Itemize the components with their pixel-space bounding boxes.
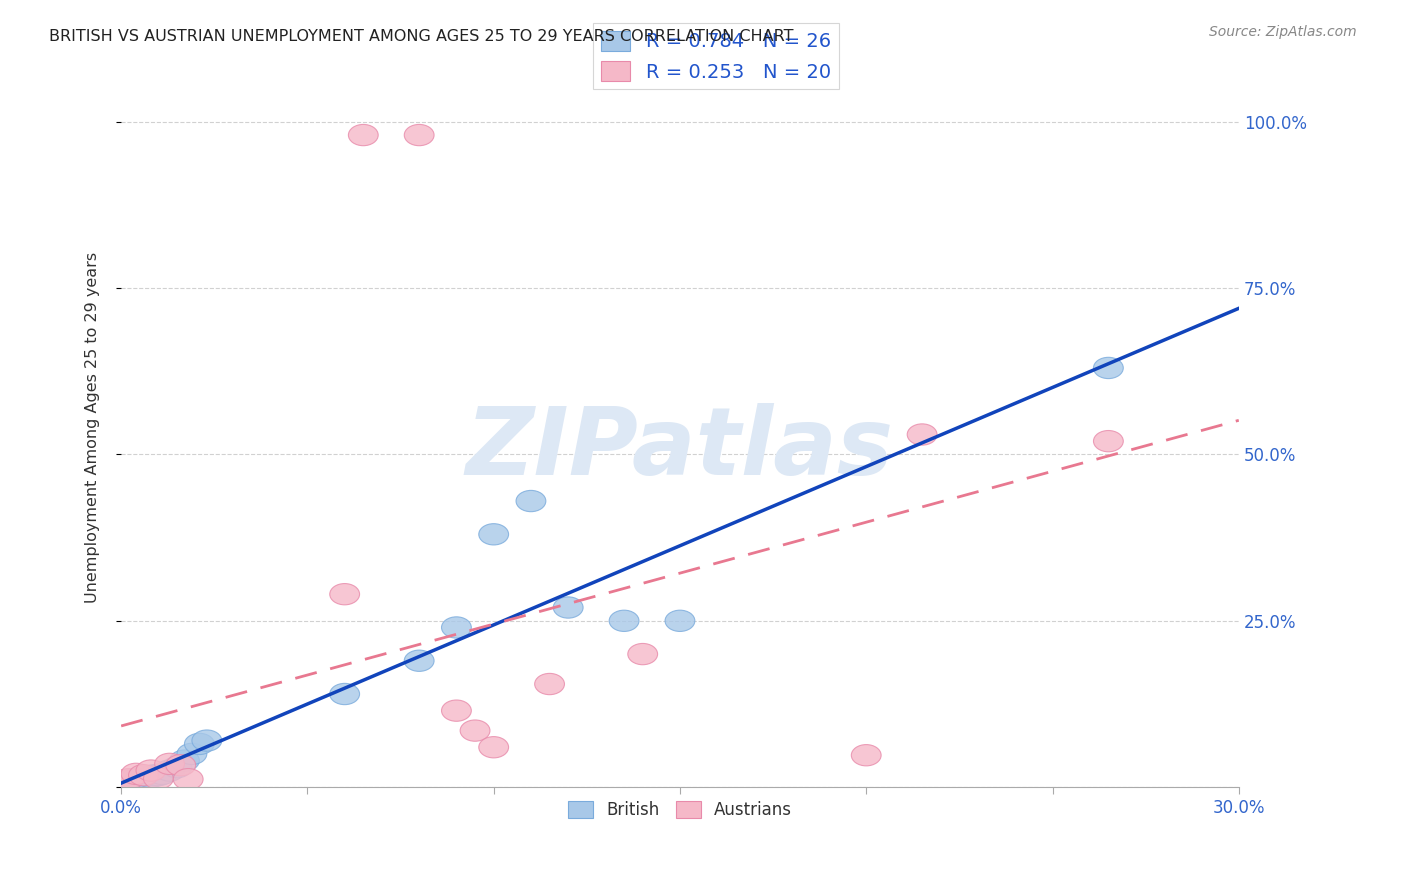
Ellipse shape <box>170 750 200 772</box>
Ellipse shape <box>118 770 148 791</box>
Ellipse shape <box>1094 431 1123 452</box>
Text: BRITISH VS AUSTRIAN UNEMPLOYMENT AMONG AGES 25 TO 29 YEARS CORRELATION CHART: BRITISH VS AUSTRIAN UNEMPLOYMENT AMONG A… <box>49 29 794 44</box>
Ellipse shape <box>191 730 222 751</box>
Ellipse shape <box>330 583 360 605</box>
Ellipse shape <box>479 737 509 758</box>
Ellipse shape <box>177 743 207 764</box>
Ellipse shape <box>173 769 202 789</box>
Ellipse shape <box>162 756 191 778</box>
Ellipse shape <box>907 424 936 445</box>
Ellipse shape <box>121 769 150 789</box>
Text: Source: ZipAtlas.com: Source: ZipAtlas.com <box>1209 25 1357 39</box>
Text: ZIPatlas: ZIPatlas <box>465 403 894 495</box>
Ellipse shape <box>125 769 155 789</box>
Ellipse shape <box>148 764 177 784</box>
Ellipse shape <box>441 700 471 722</box>
Ellipse shape <box>143 768 173 789</box>
Ellipse shape <box>132 768 162 789</box>
Ellipse shape <box>405 650 434 672</box>
Ellipse shape <box>330 683 360 705</box>
Ellipse shape <box>534 673 564 695</box>
Legend: British, Austrians: British, Austrians <box>561 794 799 826</box>
Ellipse shape <box>516 491 546 512</box>
Ellipse shape <box>609 610 638 632</box>
Ellipse shape <box>110 772 139 792</box>
Ellipse shape <box>128 764 159 786</box>
Ellipse shape <box>554 597 583 618</box>
Ellipse shape <box>184 733 214 755</box>
Ellipse shape <box>155 760 184 781</box>
Ellipse shape <box>139 764 170 786</box>
Ellipse shape <box>460 720 489 741</box>
Ellipse shape <box>405 124 434 145</box>
Ellipse shape <box>121 764 150 784</box>
Ellipse shape <box>628 643 658 665</box>
Ellipse shape <box>110 770 139 791</box>
Y-axis label: Unemployment Among Ages 25 to 29 years: Unemployment Among Ages 25 to 29 years <box>86 252 100 603</box>
Ellipse shape <box>441 617 471 638</box>
Ellipse shape <box>128 766 159 788</box>
Ellipse shape <box>1094 358 1123 378</box>
Ellipse shape <box>479 524 509 545</box>
Ellipse shape <box>114 770 143 791</box>
Ellipse shape <box>349 124 378 145</box>
Ellipse shape <box>851 745 882 766</box>
Ellipse shape <box>665 610 695 632</box>
Ellipse shape <box>166 755 195 776</box>
Ellipse shape <box>136 766 166 788</box>
Ellipse shape <box>114 769 143 789</box>
Ellipse shape <box>143 764 173 786</box>
Ellipse shape <box>155 753 184 774</box>
Ellipse shape <box>136 760 166 781</box>
